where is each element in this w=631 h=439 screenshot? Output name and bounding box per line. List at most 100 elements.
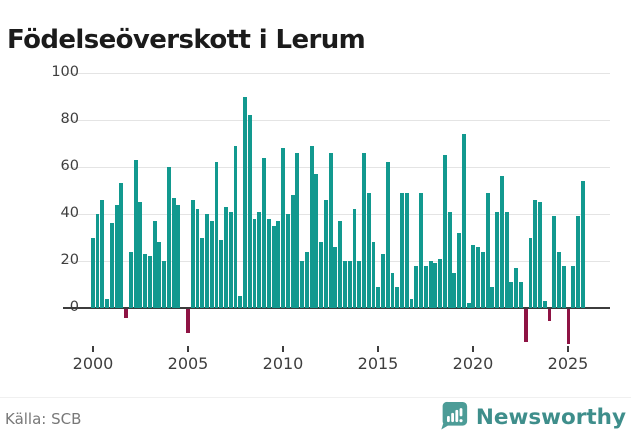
bar-2000-Q1 xyxy=(90,237,95,308)
bar-2003-Q3 xyxy=(157,242,162,308)
bar-2015-Q3 xyxy=(385,162,390,308)
bar-2005-Q2 xyxy=(190,199,195,308)
bar-2016-Q3 xyxy=(404,192,409,308)
bar-2018-Q3 xyxy=(442,155,447,308)
bar-2012-Q4 xyxy=(333,246,338,308)
bar-2005-Q3 xyxy=(195,209,200,308)
bar-2019-Q3 xyxy=(461,134,466,308)
bar-2016-Q4 xyxy=(409,298,414,308)
bar-2011-Q4 xyxy=(314,174,319,308)
bar-2019-Q2 xyxy=(457,232,462,308)
gridline xyxy=(63,72,610,74)
bar-2014-Q3 xyxy=(366,192,371,308)
bar-2022-Q4 xyxy=(523,309,528,342)
newsworthy-wordmark: Newsworthy xyxy=(475,405,626,430)
bar-2006-Q4 xyxy=(219,239,224,308)
y-axis-label: 20 xyxy=(60,252,79,268)
bar-2016-Q1 xyxy=(395,286,400,308)
y-axis-label: 60 xyxy=(60,158,79,174)
gridline xyxy=(63,166,610,168)
bar-2015-Q4 xyxy=(390,272,395,308)
bar-2009-Q3 xyxy=(271,225,276,308)
bar-2011-Q3 xyxy=(309,145,314,308)
bar-2003-Q4 xyxy=(162,261,167,308)
newsworthy-logo-icon xyxy=(440,401,468,434)
x-axis-zero-line xyxy=(63,307,610,309)
bar-2021-Q1 xyxy=(490,286,495,308)
bar-2015-Q2 xyxy=(381,253,385,308)
x-axis-tick xyxy=(567,346,569,352)
bar-2016-Q2 xyxy=(400,192,404,308)
bar-2015-Q1 xyxy=(376,286,381,308)
bar-2018-Q2 xyxy=(438,258,443,308)
bar-2009-Q2 xyxy=(266,218,271,308)
x-axis-tick xyxy=(92,346,94,352)
x-axis-label: 2005 xyxy=(167,354,209,373)
bar-2013-Q3 xyxy=(347,261,352,308)
bar-2003-Q1 xyxy=(147,256,152,308)
bar-2021-Q3 xyxy=(499,176,504,308)
bar-2002-Q3 xyxy=(138,202,143,308)
newsworthy-branding: Newsworthy xyxy=(440,401,626,434)
bar-2022-Q1 xyxy=(509,282,514,308)
y-axis-label: 80 xyxy=(60,111,79,127)
bar-2024-Q1 xyxy=(547,309,552,321)
bar-2024-Q3 xyxy=(557,251,561,308)
bar-2005-Q1 xyxy=(185,309,190,333)
bar-2006-Q2 xyxy=(209,221,214,308)
bar-2009-Q1 xyxy=(262,157,266,308)
bar-2024-Q4 xyxy=(561,265,566,308)
bar-2022-Q2 xyxy=(514,268,519,308)
y-axis-label: 40 xyxy=(60,205,79,221)
bar-2013-Q2 xyxy=(342,261,347,308)
bar-2023-Q3 xyxy=(538,202,542,308)
source-label: Källa: SCB xyxy=(5,410,82,428)
bar-2005-Q4 xyxy=(200,237,205,308)
bar-2023-Q2 xyxy=(533,199,538,308)
bar-2007-Q3 xyxy=(233,145,238,308)
bar-2025-Q4 xyxy=(580,181,585,308)
bar-2008-Q3 xyxy=(252,218,257,308)
bar-2006-Q3 xyxy=(214,162,219,308)
x-axis-tick xyxy=(282,346,284,352)
bar-2012-Q2 xyxy=(323,199,328,308)
x-axis-label: 2020 xyxy=(452,354,494,373)
x-axis-tick xyxy=(377,346,379,352)
x-axis-label: 2010 xyxy=(262,354,304,373)
bar-2004-Q2 xyxy=(171,197,176,308)
bar-2022-Q3 xyxy=(519,282,523,308)
bar-2010-Q3 xyxy=(290,195,295,308)
page-title: Födelseöverskott i Lerum xyxy=(7,25,366,56)
bar-2010-Q2 xyxy=(285,214,290,308)
gridline xyxy=(63,213,610,215)
bar-2006-Q1 xyxy=(205,214,209,308)
bar-2019-Q1 xyxy=(452,272,457,308)
bar-2018-Q4 xyxy=(447,211,452,308)
x-axis-tick xyxy=(187,346,189,352)
bar-2007-Q2 xyxy=(228,211,233,308)
bar-2020-Q1 xyxy=(471,244,476,308)
bar-2017-Q3 xyxy=(423,265,428,308)
bar-2014-Q1 xyxy=(357,261,362,308)
bar-2007-Q4 xyxy=(238,296,243,308)
bar-2001-Q4 xyxy=(124,309,129,319)
bar-2025-Q2 xyxy=(571,265,576,308)
bar-2002-Q4 xyxy=(143,253,148,308)
bar-2004-Q3 xyxy=(176,204,181,308)
bar-2014-Q2 xyxy=(362,152,366,308)
bar-2010-Q4 xyxy=(295,152,300,308)
bar-2003-Q2 xyxy=(152,221,157,308)
bar-2011-Q1 xyxy=(300,261,305,308)
bar-2001-Q3 xyxy=(119,183,124,308)
x-axis-label: 2015 xyxy=(357,354,399,373)
bar-2018-Q1 xyxy=(433,263,438,308)
footer-divider xyxy=(0,397,631,398)
bar-2001-Q2 xyxy=(114,204,119,308)
bar-2000-Q3 xyxy=(100,199,105,308)
bar-2020-Q2 xyxy=(476,246,481,308)
bar-2000-Q4 xyxy=(105,298,109,308)
bar-2014-Q4 xyxy=(371,242,376,308)
bar-2010-Q1 xyxy=(281,148,286,308)
bar-2020-Q3 xyxy=(480,251,485,308)
